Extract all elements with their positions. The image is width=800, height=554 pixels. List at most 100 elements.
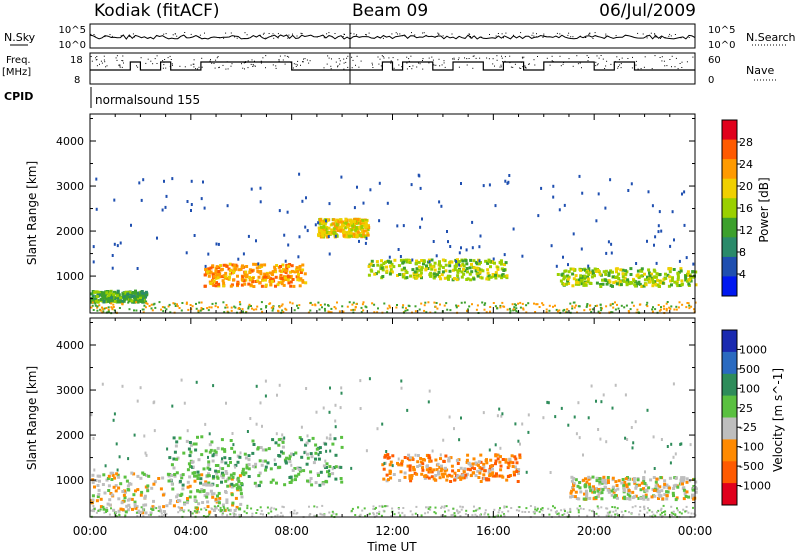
- echo-cell: [207, 274, 211, 278]
- echo-cell: [228, 272, 232, 276]
- nsearch-dot: [316, 36, 318, 38]
- echo-cell: [314, 443, 318, 447]
- echo-cell: [392, 265, 396, 269]
- nsearch-dot: [334, 33, 336, 34]
- echo-cell: [289, 284, 293, 288]
- echo-cell: [112, 508, 116, 512]
- echo-cell: [227, 277, 231, 281]
- echo-cell: [168, 501, 172, 505]
- echo-cell: [175, 495, 179, 499]
- noise-cell: [512, 227, 515, 231]
- echo-cell: [123, 496, 127, 499]
- ground-scatter-cell: [348, 301, 351, 304]
- echo-cell: [495, 472, 498, 476]
- ground-scatter-cell: [596, 505, 599, 508]
- nave-dot: [300, 64, 301, 66]
- echo-cell: [672, 494, 675, 498]
- noise-cell: [567, 423, 570, 427]
- echo-cell: [661, 281, 665, 285]
- ground-scatter-cell: [292, 512, 295, 515]
- echo-cell: [183, 502, 187, 506]
- ground-scatter-cell: [372, 513, 375, 516]
- ground-scatter-cell: [96, 309, 99, 312]
- nsearch-dot: [501, 33, 503, 35]
- echo-cell: [278, 454, 282, 458]
- echo-cell: [229, 268, 233, 272]
- ground-scatter-cell: [260, 308, 263, 311]
- echo-cell: [484, 459, 488, 463]
- echo-cell: [205, 270, 209, 274]
- echo-cell: [305, 462, 309, 466]
- echo-cell: [644, 495, 648, 499]
- ground-scatter-cell: [373, 303, 376, 306]
- echo-cell: [591, 269, 595, 273]
- echo-cell: [585, 480, 589, 484]
- echo-cell: [143, 496, 147, 500]
- echo-cell: [323, 221, 327, 225]
- echo-cell: [476, 268, 480, 271]
- nave-dot: [164, 59, 166, 60]
- ground-scatter-cell: [293, 309, 296, 312]
- echo-cell: [241, 275, 245, 279]
- echo-cell: [271, 478, 275, 482]
- echo-cell: [261, 278, 264, 282]
- nsearch-dot: [94, 35, 96, 37]
- echo-cell: [584, 484, 588, 488]
- echo-cell: [615, 270, 618, 274]
- echo-cell: [385, 473, 389, 477]
- ground-scatter-cell: [450, 514, 453, 517]
- echo-cell: [161, 493, 165, 497]
- noise-cell: [626, 438, 629, 441]
- echo-cell: [241, 467, 245, 471]
- ground-scatter-cell: [191, 305, 194, 308]
- nave-dot: [279, 55, 281, 57]
- noise-cell: [119, 241, 122, 245]
- ground-scatter-cell: [434, 311, 437, 314]
- echo-cell: [421, 466, 424, 469]
- echo-cell: [604, 486, 607, 490]
- ground-scatter-cell: [281, 303, 284, 306]
- echo-cell: [598, 480, 602, 484]
- echo-cell: [136, 474, 140, 478]
- noise-cell: [249, 417, 252, 420]
- nsearch-dot: [132, 33, 134, 35]
- echo-cell: [672, 268, 676, 271]
- noise-cell: [646, 408, 649, 412]
- ground-scatter-cell: [611, 311, 614, 314]
- noise-cell: [242, 252, 245, 256]
- echo-cell: [253, 481, 257, 485]
- nave-dot: [254, 60, 255, 62]
- ground-scatter-cell: [519, 301, 522, 304]
- noise-cell: [446, 230, 448, 233]
- echo-cell: [178, 436, 182, 440]
- noise-cell: [327, 235, 330, 239]
- echo-cell: [635, 274, 639, 278]
- nave-dot: [96, 65, 98, 67]
- echo-cell: [130, 294, 134, 298]
- echo-cell: [115, 472, 119, 476]
- echo-cell: [233, 450, 236, 454]
- echo-cell: [466, 453, 470, 457]
- echo-cell: [614, 494, 618, 497]
- ground-scatter-cell: [233, 305, 236, 308]
- nave-dot: [604, 68, 606, 69]
- nave-dot: [452, 58, 453, 60]
- ground-scatter-cell: [489, 306, 492, 308]
- echo-cell: [632, 480, 636, 484]
- ground-scatter-cell: [238, 513, 241, 516]
- nave-dot: [170, 59, 172, 60]
- echo-cell: [461, 262, 465, 266]
- echo-cell: [576, 281, 580, 285]
- echo-cell: [366, 228, 370, 231]
- echo-cell: [364, 223, 368, 227]
- echo-cell: [588, 487, 592, 491]
- echo-cell: [257, 275, 261, 279]
- echo-cell: [579, 274, 583, 278]
- ground-scatter-cell: [168, 303, 171, 306]
- nave-dot: [193, 66, 195, 68]
- echo-cell: [603, 278, 607, 282]
- noise-cell: [246, 430, 249, 433]
- noise-cell: [257, 262, 260, 266]
- echo-cell: [596, 489, 600, 493]
